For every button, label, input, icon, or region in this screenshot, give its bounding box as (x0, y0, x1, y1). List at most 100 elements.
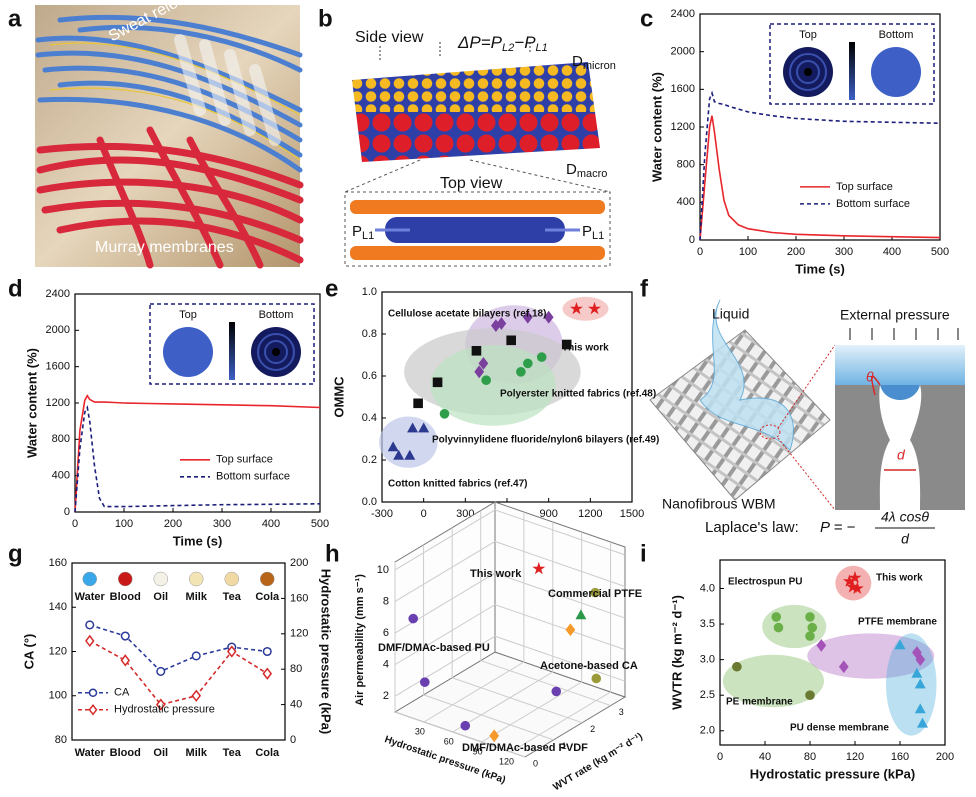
liquid-layer (835, 345, 965, 385)
equation: ΔP=PL2−PL1 (457, 33, 548, 53)
data-point (496, 317, 507, 330)
label: Dmicron (572, 53, 616, 72)
y-tick-label: 2400 (46, 288, 70, 300)
micron-layer (352, 62, 600, 112)
y-tick-label: 2400 (671, 8, 695, 20)
sweat-paths (174, 34, 281, 146)
data-point (561, 339, 572, 350)
data-point (478, 357, 489, 370)
inset-label: Cola (255, 591, 280, 603)
annotation: PE membrane (726, 697, 793, 708)
y-axis-label: OMMC (331, 376, 346, 418)
y-tick-label: 1600 (46, 361, 70, 373)
formula: P = − (820, 519, 856, 536)
z-tick-label: 2 (383, 690, 389, 702)
zoom-box (344, 191, 611, 267)
y-tick-label: 800 (677, 159, 695, 171)
x-tick-label: 80 (804, 751, 816, 763)
data-point (915, 653, 926, 666)
y-tick-label: 100 (49, 690, 67, 702)
fiber (350, 246, 605, 260)
legend-label: CA (114, 687, 130, 699)
x-tick-label: 1200 (578, 508, 602, 520)
plot-frame (719, 559, 946, 746)
data-point (522, 310, 533, 324)
x-tick-label: 400 (883, 246, 901, 258)
legend-label: Hydrostatic pressure (114, 704, 215, 716)
x-tick-label: 30 (415, 726, 425, 736)
group-region (379, 416, 438, 468)
y-tick-label: 1200 (46, 397, 70, 409)
data-point (226, 645, 237, 658)
data-point (516, 366, 526, 377)
y-axis-label: Water content (%) (24, 348, 39, 458)
x-axis-label: Time (s) (795, 261, 845, 276)
line-series (699, 115, 941, 241)
y2-tick-label: 120 (290, 628, 308, 640)
inset-core (272, 348, 280, 356)
inset-drop (224, 571, 239, 587)
data-point (551, 686, 562, 697)
label: d (897, 447, 906, 463)
annotation: This work (876, 573, 923, 584)
eq-sub: L1 (536, 42, 548, 54)
macro-layer (352, 112, 600, 162)
panel-label: h (325, 540, 340, 567)
group-region (562, 296, 609, 321)
x-tick-label: 200 (164, 518, 182, 530)
annotation: Cellulose acetate bilayers (ref.18) (388, 309, 546, 320)
data-point (481, 375, 491, 386)
line-series (74, 394, 321, 513)
blue-fibers (35, 14, 303, 173)
annotation: Acetone-based CA (540, 660, 638, 672)
x-tick-label: 300 (213, 518, 231, 530)
inset-ring (796, 60, 820, 84)
label-sub: L1 (592, 230, 604, 242)
legend-label: Top surface (216, 454, 273, 466)
eq-part: −P (514, 33, 536, 52)
label-main: P (582, 223, 592, 240)
y-tick-label: 800 (52, 433, 70, 445)
grid-line (510, 542, 612, 753)
label: Side view (355, 29, 424, 46)
panel-label: a (8, 5, 22, 32)
x-tick-label: -300 (371, 508, 393, 520)
grid-line (423, 512, 525, 723)
y-tick-label: 1.0 (362, 286, 377, 298)
illustration-a: Sweat release Murray membranes (35, 0, 304, 269)
annotation: DMF/DMAc-based PVDF (462, 742, 588, 754)
line-series (699, 90, 941, 241)
inset-core (804, 68, 812, 76)
y-axis-label: WVTR (kg m⁻² d⁻¹) (669, 595, 684, 710)
fiber (350, 200, 605, 214)
zoom-lines (777, 344, 836, 511)
annotation: Polyvinnylidene fluoride/nylon6 bilayers… (432, 435, 659, 446)
x-tick-label: 0 (421, 508, 427, 520)
y-tick-label: 1600 (671, 83, 695, 95)
line-series (89, 640, 268, 706)
annotation: This work (562, 343, 609, 354)
y-tick-label: 0 (533, 758, 538, 768)
data-point (407, 422, 419, 433)
inset-label: Top (799, 29, 817, 41)
data-point (413, 398, 423, 409)
y-tick-label: 2 (590, 724, 595, 734)
x-tick-label: 500 (311, 518, 329, 530)
label: Nanofibrous WBM (662, 496, 776, 512)
panel-label: f (640, 275, 649, 302)
panel-label: c (640, 5, 653, 32)
grid-line (394, 562, 526, 758)
data-point (536, 352, 547, 362)
y-tick-label: 400 (677, 196, 695, 208)
data-point (85, 620, 95, 630)
formula: 4λ cosθ (881, 509, 929, 525)
label: Liquid (712, 306, 749, 322)
legend-marker (88, 703, 98, 716)
z-axis-label: Air permeability (mm s⁻¹) (354, 574, 366, 706)
label: PL1 (582, 223, 604, 242)
data-point (432, 377, 443, 388)
inset-label: Tea (223, 591, 242, 603)
inset-label: Bottom (879, 29, 914, 41)
inset-label: Blood (110, 591, 141, 603)
colorbar (849, 42, 855, 100)
